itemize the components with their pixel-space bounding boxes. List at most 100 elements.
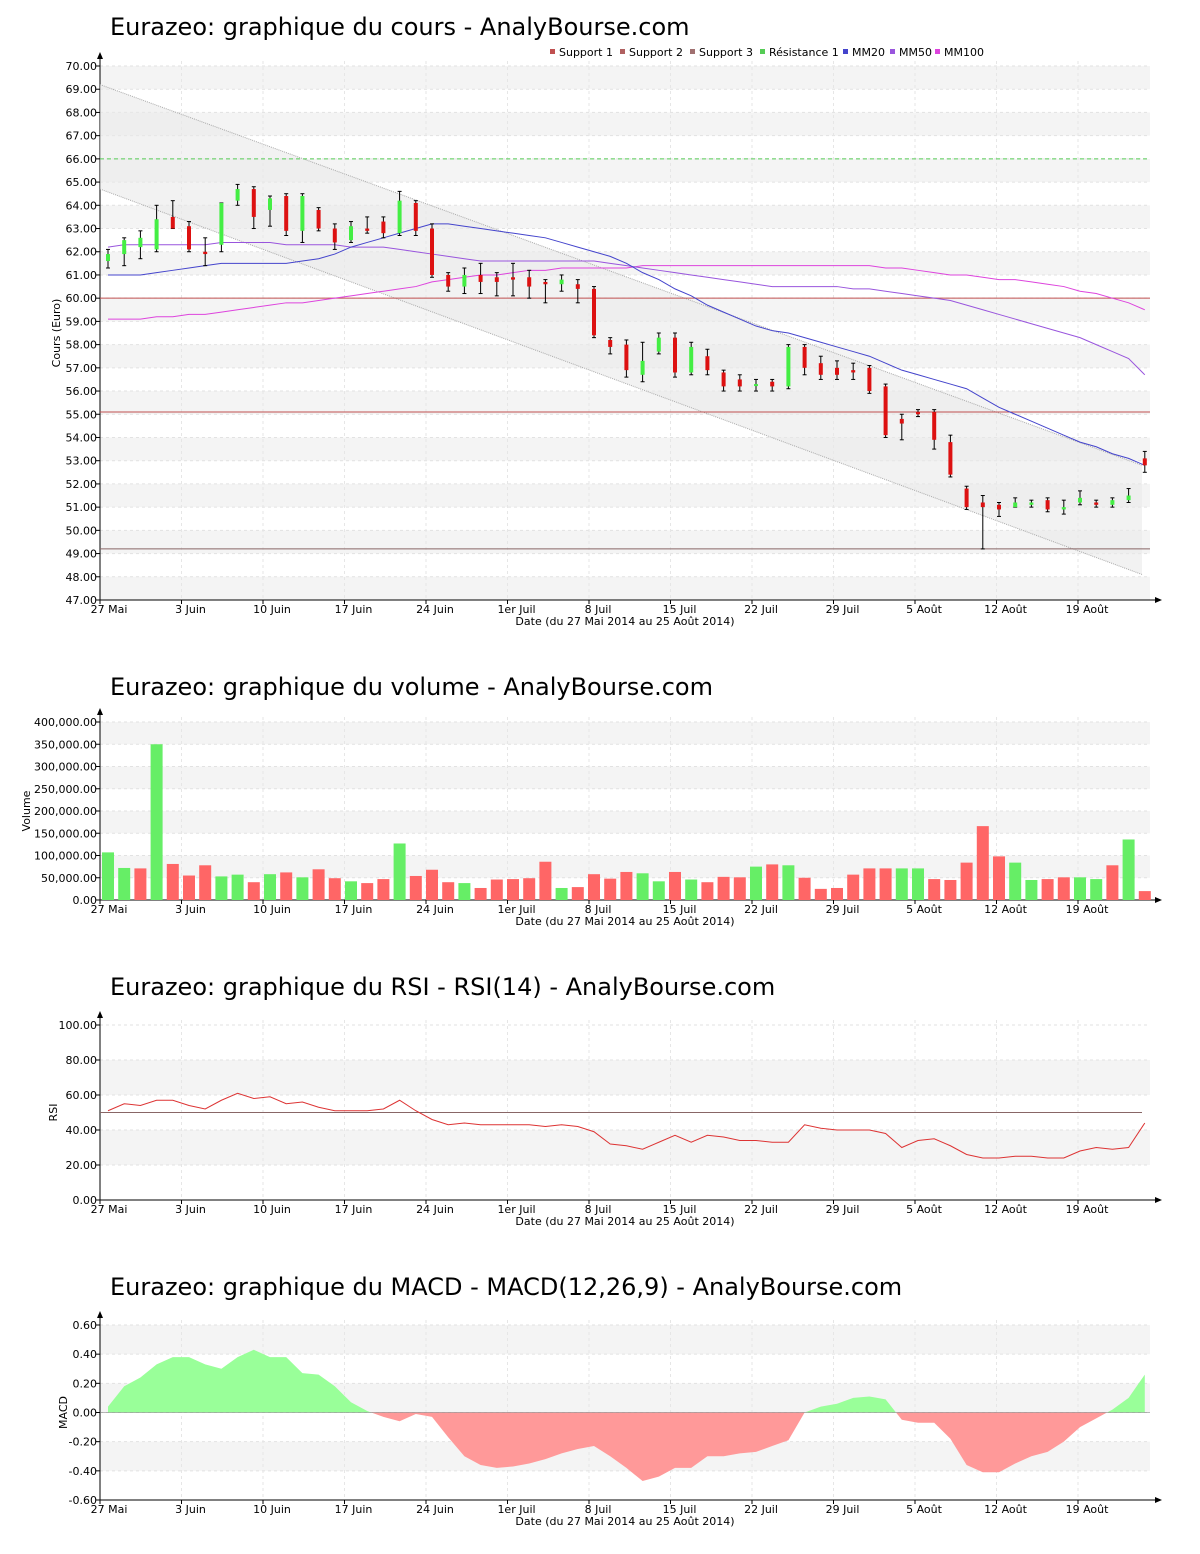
- legend-entry: MM100: [944, 46, 984, 59]
- candle-body: [203, 251, 208, 255]
- y-axis-label: RSI: [47, 1104, 60, 1122]
- y-tick-label: 49.00: [66, 548, 98, 561]
- channel-lower-line: [99, 188, 1143, 575]
- x-tick-label: 3 Juin: [175, 903, 206, 916]
- x-tick-label: 22 Juil: [744, 603, 778, 616]
- legend-swatch: [690, 49, 695, 54]
- macd-chart: -0.60 -0.40 -0.20 0.00 0.20 0.40 0.60 27 Mai 3 J…: [57, 1273, 1162, 1528]
- candle-body: [349, 226, 353, 241]
- candle-body: [268, 198, 272, 210]
- volume-bar: [118, 867, 131, 900]
- volume-bar: [750, 866, 762, 900]
- x-tick-label: 19 Août: [1066, 1503, 1110, 1516]
- candle-body: [154, 219, 159, 250]
- candle-body: [462, 274, 467, 287]
- candle-body: [835, 367, 839, 375]
- volume-bar: [814, 888, 827, 900]
- volume-bar: [944, 879, 957, 900]
- y-tick-label: 64.00: [66, 199, 98, 212]
- y-tick-label: 57.00: [66, 362, 98, 375]
- volume-bar: [199, 865, 212, 900]
- candle-body: [932, 411, 937, 440]
- x-axis-arrow: [1155, 597, 1162, 603]
- y-tick-label: 0.00: [73, 1194, 98, 1207]
- rsi-line: [107, 1092, 1146, 1159]
- volume-bar: [393, 843, 406, 900]
- volume-bar: [426, 869, 438, 900]
- y-axis-label: Volume: [20, 790, 33, 831]
- volume-bar: [442, 882, 455, 900]
- y-tick-label: 59.00: [66, 315, 98, 328]
- y-tick-label: 52.00: [66, 478, 98, 491]
- volume-bar: [636, 873, 649, 900]
- y-tick-label: 70.00: [66, 60, 98, 73]
- volume-bar: [1025, 879, 1038, 900]
- candle-body: [559, 279, 564, 285]
- x-tick-label: 29 Juil: [826, 903, 860, 916]
- volume-bar: [782, 865, 795, 900]
- x-tick-label: 22 Juil: [744, 1503, 778, 1516]
- candle-body: [381, 221, 386, 234]
- candle-body: [511, 277, 515, 280]
- volume-bar: [717, 876, 730, 900]
- x-tick-label: 12 Août: [984, 1503, 1028, 1516]
- legend-entry: MM20: [852, 46, 885, 59]
- rsi-chart: 0.00 20.00 40.00 60.00 80.00 100.00 27 Mai 3 Ju…: [47, 973, 1162, 1228]
- x-axis-arrow: [1155, 897, 1162, 903]
- y-tick-label: -0.60: [69, 1494, 97, 1507]
- volume-bar: [134, 868, 147, 900]
- x-tick-label: 5 Août: [906, 1203, 943, 1216]
- volume-bar: [1106, 865, 1119, 900]
- x-tick-label: 24 Juin: [416, 903, 454, 916]
- candle-body: [786, 346, 791, 387]
- y-tick-label: 67.00: [66, 130, 98, 143]
- channel-upper-line: [99, 84, 1143, 466]
- y-tick-label: 300,000.00: [34, 761, 97, 774]
- volume-bar: [895, 868, 908, 900]
- legend-entry: Support 3: [699, 46, 753, 59]
- candle-body: [251, 189, 256, 217]
- y-tick-label: 200,000.00: [34, 805, 97, 818]
- candle-body: [883, 386, 888, 436]
- candle-body: [851, 370, 856, 373]
- candle-body: [1061, 507, 1066, 510]
- volume-bar: [474, 887, 487, 900]
- grid-band: [100, 1130, 1150, 1165]
- volume-bar: [928, 879, 941, 900]
- x-tick-label: 15 Juil: [663, 903, 697, 916]
- candle-body: [1126, 495, 1131, 501]
- y-tick-label: 80.00: [66, 1054, 98, 1067]
- y-tick-label: 53.00: [66, 455, 98, 468]
- grid-band: [100, 1060, 1150, 1095]
- candle-body: [1094, 502, 1099, 505]
- volume-bar: [555, 887, 568, 900]
- volume-bar: [523, 878, 536, 900]
- y-axis-label: Cours (Euro): [50, 299, 63, 368]
- grid-band: [100, 722, 1150, 745]
- legend-swatch: [620, 49, 625, 54]
- x-tick-label: 10 Juin: [253, 1203, 291, 1216]
- candle-body: [122, 240, 127, 255]
- chart-title: Eurazeo: graphique du RSI - RSI(14) - An…: [110, 973, 775, 1001]
- volume-bar: [183, 875, 195, 900]
- y-tick-label: 55.00: [66, 408, 98, 421]
- x-tick-label: 5 Août: [906, 603, 943, 616]
- x-axis-label: Date (du 27 Mai 2014 au 25 Août 2014): [515, 615, 734, 628]
- candle-body: [527, 277, 532, 287]
- y-tick-label: 62.00: [66, 246, 98, 259]
- legend-swatch: [935, 49, 940, 54]
- x-tick-label: 15 Juil: [663, 1203, 697, 1216]
- x-tick-label: 1er Juil: [497, 903, 535, 916]
- volume-bar: [960, 862, 973, 900]
- grid-band: [100, 530, 1150, 554]
- x-tick-label: 8 Juil: [585, 903, 612, 916]
- candle-body: [316, 209, 321, 229]
- volume-bar: [345, 881, 357, 900]
- candle-body: [543, 281, 548, 285]
- volume-bar: [1138, 891, 1151, 900]
- x-tick-label: 8 Juil: [585, 603, 612, 616]
- x-tick-label: 12 Août: [984, 1203, 1028, 1216]
- candle-body: [656, 337, 661, 352]
- candle-body: [802, 346, 807, 368]
- x-tick-label: 22 Juil: [744, 1203, 778, 1216]
